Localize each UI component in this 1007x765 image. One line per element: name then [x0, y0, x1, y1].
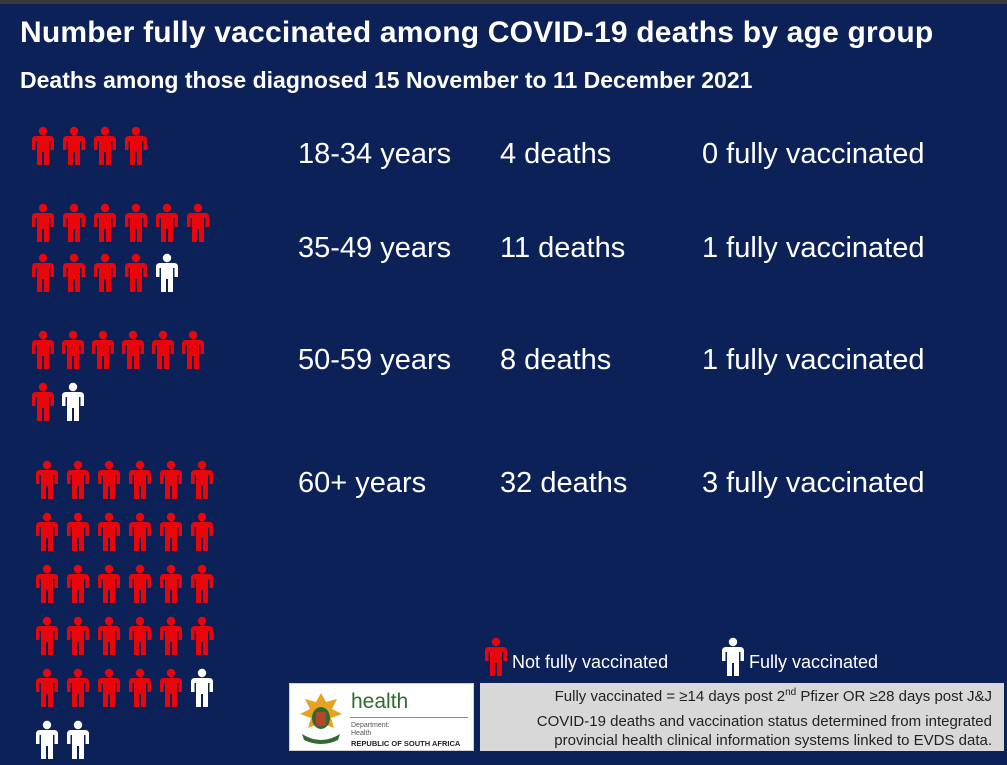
- logo-country: REPUBLIC OF SOUTH AFRICA: [351, 739, 461, 748]
- unvaccinated-person-icon-35-49-years-7: [28, 253, 58, 298]
- unvaccinated-person-icon-35-49-years-4: [121, 203, 151, 248]
- unvaccinated-person-icon-50-59-years-7: [28, 382, 58, 427]
- unvaccinated-person-icon-60-years-12: [187, 512, 217, 557]
- source-line-1: COVID-19 deaths and vaccination status d…: [536, 713, 992, 730]
- unvaccinated-person-icon-60-years-7: [32, 512, 62, 557]
- unvaccinated-person-icon-60-years-26: [63, 668, 93, 713]
- vaccinated-person-icon-60-years-31: [32, 720, 62, 765]
- unvaccinated-person-icon-35-49-years-3: [90, 203, 120, 248]
- unvaccinated-person-icon-60-years-24: [187, 616, 217, 661]
- chart-title: Number fully vaccinated among COVID-19 d…: [20, 16, 934, 49]
- logo-health: Health: [351, 730, 372, 737]
- definition-superscript: nd: [785, 687, 797, 698]
- unvaccinated-person-icon-60-years-28: [125, 668, 155, 713]
- vaccinated-label-18-34: 0 fully vaccinated: [702, 138, 925, 170]
- logo-health-word: health: [351, 690, 409, 713]
- deaths-label-18-34: 4 deaths: [500, 138, 612, 170]
- unvaccinated-person-icon-18-34-years-1: [28, 126, 58, 171]
- unvaccinated-person-icon-60-years-16: [125, 564, 155, 609]
- unvaccinated-person-icon-60-years-25: [32, 668, 62, 713]
- unvaccinated-person-icon-60-years-15: [94, 564, 124, 609]
- unvaccinated-person-icon-35-49-years-10: [121, 253, 151, 298]
- unvaccinated-person-icon-18-34-years-4: [121, 126, 151, 171]
- unvaccinated-person-icon-60-years-22: [125, 616, 155, 661]
- top-bar: [0, 0, 1007, 4]
- vaccinated-person-icon-60-years-32: [63, 720, 93, 765]
- unvaccinated-person-icon-50-59-years-5: [148, 330, 178, 375]
- vaccination-definition: Fully vaccinated = ≥14 days post 2nd Pfi…: [555, 687, 992, 705]
- vaccinated-label-60-plus: 3 fully vaccinated: [702, 467, 925, 499]
- definition-part-b: Pfizer OR ≥28 days post J&J: [796, 688, 992, 705]
- unvaccinated-person-icon-60-years-4: [125, 460, 155, 505]
- unvaccinated-person-icon-60-years-21: [94, 616, 124, 661]
- unvaccinated-person-icon-60-years-20: [63, 616, 93, 661]
- unvaccinated-person-icon-50-59-years-4: [118, 330, 148, 375]
- notes-box: Fully vaccinated = ≥14 days post 2nd Pfi…: [480, 683, 1004, 751]
- unvaccinated-person-icon-60-years-9: [94, 512, 124, 557]
- unvaccinated-person-icon-50-59-years-3: [88, 330, 118, 375]
- unvaccinated-person-icon-35-49-years-1: [28, 203, 58, 248]
- unvaccinated-person-icon-60-years-6: [187, 460, 217, 505]
- unvaccinated-person-icon-35-49-years-5: [152, 203, 182, 248]
- chart-subtitle: Deaths among those diagnosed 15 November…: [20, 67, 753, 93]
- vaccinated-person-icon-60-years-30: [187, 668, 217, 713]
- unvaccinated-person-icon-50-59-years-6: [178, 330, 208, 375]
- vaccinated-person-icon-35-49-years-11: [152, 253, 182, 298]
- age-label-35-49: 35-49 years: [298, 232, 452, 264]
- unvaccinated-person-icon-60-years-29: [156, 668, 186, 713]
- unvaccinated-person-icon-60-years-3: [94, 460, 124, 505]
- unvaccinated-person-icon-60-years-17: [156, 564, 186, 609]
- unvaccinated-person-icon-35-49-years-6: [183, 203, 213, 248]
- definition-part-a: Fully vaccinated = ≥14 days post 2: [554, 688, 786, 705]
- legend-not-vaccinated-icon: [481, 637, 511, 682]
- unvaccinated-person-icon-35-49-years-9: [90, 253, 120, 298]
- legend-not-vaccinated-label: Not fully vaccinated: [512, 652, 669, 672]
- unvaccinated-person-icon-60-years-11: [156, 512, 186, 557]
- legend-vaccinated-icon: [718, 637, 748, 682]
- age-label-18-34: 18-34 years: [298, 138, 452, 170]
- deaths-label-50-59: 8 deaths: [500, 344, 612, 376]
- coat-of-arms-icon: [300, 693, 342, 744]
- unvaccinated-person-icon-50-59-years-2: [58, 330, 88, 375]
- logo-department: Department:: [351, 722, 390, 729]
- health-department-logo: health Department: Health REPUBLIC OF SO…: [289, 683, 474, 751]
- unvaccinated-person-icon-50-59-years-1: [28, 330, 58, 375]
- vaccinated-label-35-49: 1 fully vaccinated: [702, 232, 925, 264]
- unvaccinated-person-icon-18-34-years-2: [59, 126, 89, 171]
- unvaccinated-person-icon-60-years-23: [156, 616, 186, 661]
- legend-vaccinated-label: Fully vaccinated: [749, 652, 879, 672]
- unvaccinated-person-icon-60-years-10: [125, 512, 155, 557]
- unvaccinated-person-icon-60-years-13: [32, 564, 62, 609]
- age-label-60-plus: 60+ years: [298, 467, 427, 499]
- unvaccinated-person-icon-60-years-1: [32, 460, 62, 505]
- deaths-label-35-49: 11 deaths: [500, 232, 626, 264]
- unvaccinated-person-icon-60-years-14: [63, 564, 93, 609]
- unvaccinated-person-icon-60-years-8: [63, 512, 93, 557]
- unvaccinated-person-icon-60-years-27: [94, 668, 124, 713]
- vaccinated-label-50-59: 1 fully vaccinated: [702, 344, 925, 376]
- data-source-note: COVID-19 deaths and vaccination status d…: [537, 712, 992, 750]
- unvaccinated-person-icon-60-years-5: [156, 460, 186, 505]
- source-line-2: provincial health clinical information s…: [554, 732, 992, 749]
- unvaccinated-person-icon-35-49-years-8: [59, 253, 89, 298]
- unvaccinated-person-icon-60-years-18: [187, 564, 217, 609]
- unvaccinated-person-icon-35-49-years-2: [59, 203, 89, 248]
- unvaccinated-person-icon-18-34-years-3: [90, 126, 120, 171]
- unvaccinated-person-icon-60-years-2: [63, 460, 93, 505]
- deaths-label-60-plus: 32 deaths: [500, 467, 628, 499]
- unvaccinated-person-icon-60-years-19: [32, 616, 62, 661]
- logo-divider: [350, 717, 468, 718]
- age-label-50-59: 50-59 years: [298, 344, 452, 376]
- vaccinated-person-icon-50-59-years-8: [58, 382, 88, 427]
